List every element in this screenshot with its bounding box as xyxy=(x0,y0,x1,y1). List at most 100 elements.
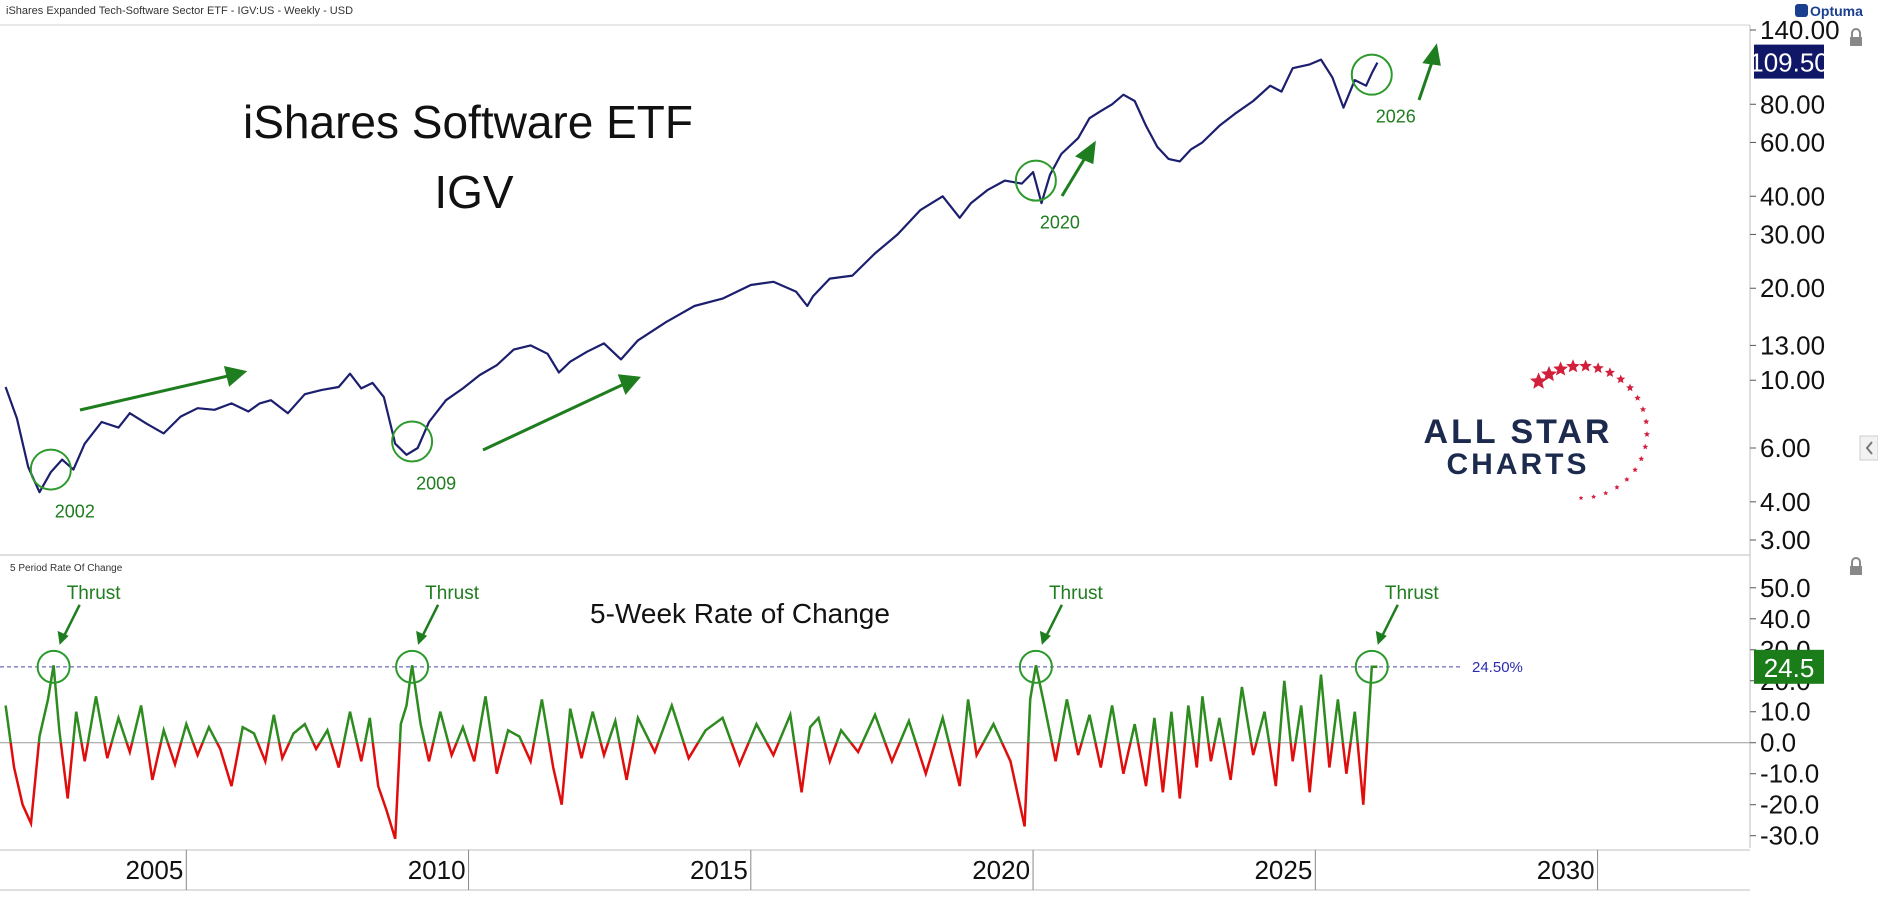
optuma-icon xyxy=(1795,4,1808,17)
annotation-label-2020: 2020 xyxy=(1040,213,1080,233)
price-y-tick-label: 140.00 xyxy=(1760,15,1840,45)
optuma-brand-text: Optuma xyxy=(1810,3,1863,19)
price-last-value-badge: 109.50 xyxy=(1749,44,1829,79)
roc-last-value-badge: 24.5 xyxy=(1754,649,1824,684)
chevron-left-icon xyxy=(1865,441,1873,455)
thrust-arrow-head xyxy=(57,630,69,645)
price-y-tick-label: 60.00 xyxy=(1760,127,1825,157)
thrust-arrow-head xyxy=(416,630,428,645)
logo-star xyxy=(1604,367,1616,377)
arrow-2002-head xyxy=(223,366,248,387)
annotation-label-2026: 2026 xyxy=(1376,107,1416,127)
logo-star xyxy=(1578,495,1584,501)
thrust-label: Thrust xyxy=(1385,583,1440,604)
logo-star-ring-icon xyxy=(1530,359,1650,501)
collapse-panel-handle[interactable] xyxy=(1859,435,1878,461)
price-y-tick-label: 10.00 xyxy=(1760,365,1825,395)
roc-last-value-text: 24.5 xyxy=(1764,653,1815,683)
roc-panel-label: 5 Period Rate Of Change xyxy=(10,563,123,574)
price-chart-subtitle: IGV xyxy=(434,166,514,218)
roc-y-tick-label: -10.0 xyxy=(1760,759,1819,789)
price-y-tick-label: 40.00 xyxy=(1760,181,1825,211)
roc-y-tick-label: 10.0 xyxy=(1760,697,1811,727)
roc-y-tick-label: -30.0 xyxy=(1760,821,1819,851)
thrust-circle xyxy=(36,649,71,684)
logo-star xyxy=(1626,383,1634,392)
x-tick-label: 2020 xyxy=(972,855,1030,885)
roc-y-tick-label: -20.0 xyxy=(1760,790,1819,820)
arrow-2009-trend xyxy=(482,383,623,452)
logo-star xyxy=(1642,443,1649,450)
annotation-circle-2009 xyxy=(391,420,434,463)
logo-star xyxy=(1541,365,1557,382)
price-series-line xyxy=(4,58,1379,494)
roc-series-positive xyxy=(4,665,1378,743)
x-tick-label: 2015 xyxy=(690,855,748,885)
logo-line-2: CHARTS xyxy=(1447,448,1590,481)
thrust-arrow xyxy=(62,604,81,638)
thrust-circle xyxy=(1354,649,1389,684)
thrust-label: Thrust xyxy=(425,583,480,604)
annotation-label-2002: 2002 xyxy=(55,502,95,522)
optuma-brand: Optuma xyxy=(1795,3,1863,19)
thrust-circle xyxy=(1018,649,1053,684)
logo-star xyxy=(1591,494,1597,499)
price-y-tick-label: 6.00 xyxy=(1760,433,1811,463)
arrow-2020-head xyxy=(1075,140,1096,165)
price-y-tick-label: 20.00 xyxy=(1760,273,1825,303)
roc-series-negative xyxy=(9,742,1369,840)
thrust-label: Thrust xyxy=(1049,583,1104,604)
roc-y-tick-label: 40.0 xyxy=(1760,604,1811,634)
roc-reference-label: 24.50% xyxy=(1472,659,1523,676)
price-last-value-text: 109.50 xyxy=(1749,48,1829,78)
x-tick-label: 2005 xyxy=(125,855,183,885)
price-y-tick-label: 4.00 xyxy=(1760,487,1811,517)
annotation-circle-2020 xyxy=(1014,159,1057,202)
logo-star xyxy=(1634,394,1641,401)
thrust-arrow xyxy=(1044,604,1064,638)
thrust-arrow-head xyxy=(1039,630,1051,645)
logo-star xyxy=(1614,484,1620,490)
logo-star xyxy=(1603,490,1609,496)
logo-star xyxy=(1632,466,1638,473)
price-panel-lock-icon[interactable] xyxy=(1850,28,1862,46)
thrust-arrow xyxy=(1380,604,1399,638)
roc-y-tick-label: 50.0 xyxy=(1760,573,1811,603)
roc-last-value-box xyxy=(1754,649,1824,684)
price-y-tick-label: 30.00 xyxy=(1760,219,1825,249)
thrust-label: Thrust xyxy=(67,583,122,604)
instrument-header: iShares Expanded Tech-Software Sector ET… xyxy=(6,5,353,17)
thrust-arrow xyxy=(420,604,440,638)
logo-star xyxy=(1579,359,1592,372)
x-tick-label: 2025 xyxy=(1254,855,1312,885)
logo-star xyxy=(1638,455,1645,462)
price-y-tick-label: 3.00 xyxy=(1760,525,1811,555)
roc-series xyxy=(4,665,1378,840)
price-last-value-box xyxy=(1754,44,1824,79)
price-y-tick-label: 13.00 xyxy=(1760,330,1825,360)
price-annotations: 2002 2009 2020 2026 xyxy=(29,53,1416,522)
price-y-tick-label: 80.00 xyxy=(1760,89,1825,119)
logo-star xyxy=(1643,431,1650,437)
logo-star xyxy=(1643,418,1650,425)
price-chart-title: iShares Software ETF xyxy=(243,96,693,148)
thrust-circle xyxy=(395,649,430,684)
roc-thrust-annotations: Thrust Thrust Thrust Thrust xyxy=(36,583,1440,684)
annotation-label-2009: 2009 xyxy=(416,474,456,494)
roc-chart-title: 5-Week Rate of Change xyxy=(590,598,890,629)
price-y-axis: 140.00 80.00 60.00 40.00 30.00 20.00 13.00 10.0… xyxy=(1750,15,1840,555)
roc-y-axis: 50.040.030.020.010.00.0-10.0-20.0-30.0 xyxy=(1750,573,1819,851)
logo-star xyxy=(1553,361,1568,376)
roc-y-tick-label: 0.0 xyxy=(1760,728,1796,758)
x-tick-label: 2010 xyxy=(408,855,466,885)
time-axis: 2005 2010 2015 2020 2025 2030 xyxy=(125,850,1599,890)
annotation-circle-2002 xyxy=(29,448,72,491)
roc-panel-lock-icon[interactable] xyxy=(1850,557,1862,575)
thrust-arrow-head xyxy=(1375,630,1387,645)
trend-arrows xyxy=(79,43,1441,452)
logo-star xyxy=(1566,359,1580,373)
logo-star xyxy=(1616,374,1626,384)
arrow-2002-trend xyxy=(79,374,229,412)
arrow-2009-head xyxy=(617,374,641,395)
arrow-2020-trend xyxy=(1060,157,1087,197)
